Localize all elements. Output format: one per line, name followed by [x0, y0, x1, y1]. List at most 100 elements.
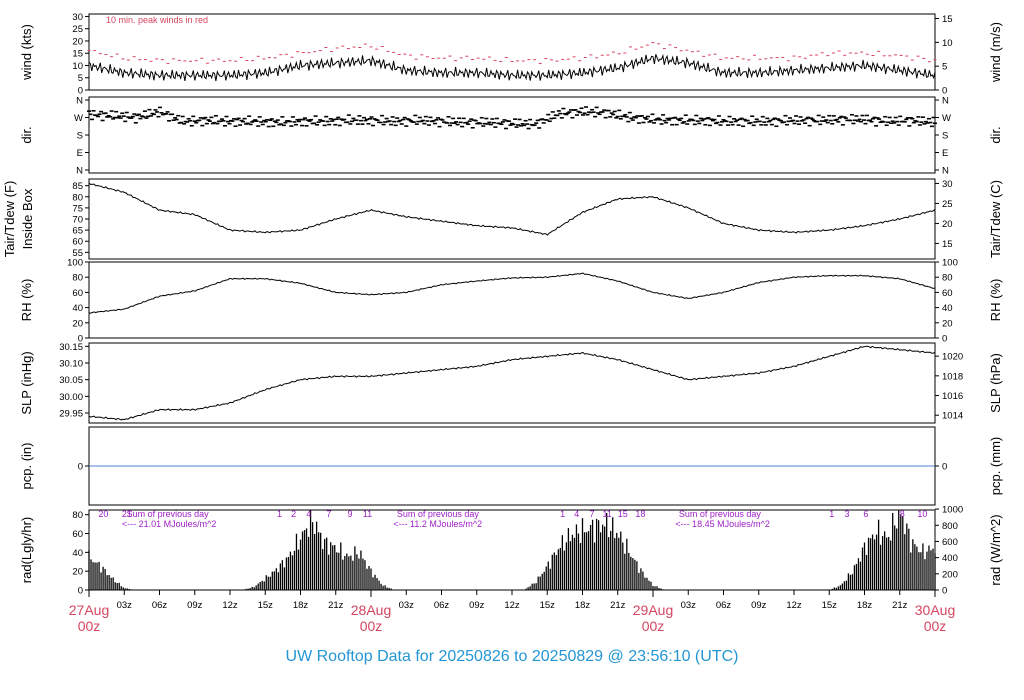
- right-tick-label: 15: [942, 239, 953, 250]
- panel-frame-pressure: [88, 342, 936, 424]
- day-label-hour: 00z: [78, 618, 101, 634]
- left-tick-label: 30.00: [59, 392, 83, 403]
- x-tick-label: 18z: [575, 600, 591, 611]
- x-tick-label: 03z: [117, 600, 133, 611]
- x-tick-label: 12z: [222, 600, 238, 611]
- left-tick-label: 60: [72, 237, 83, 248]
- radiation-note: 6: [863, 509, 868, 519]
- panel-frame-direction: [88, 96, 936, 174]
- y-axis-label-left: Tair/Tdew (F): [2, 181, 17, 258]
- temperature-series: [88, 182, 936, 236]
- x-tick-label: 03z: [681, 600, 697, 611]
- y-axis-label-left: pcp. (in): [19, 443, 34, 490]
- x-tick-label: 06z: [434, 600, 450, 611]
- peak-wind-annotation: 10 min. peak winds in red: [106, 15, 208, 25]
- left-tick-label: 29.95: [59, 409, 83, 420]
- left-tick-label: 0: [78, 334, 83, 345]
- x-tick-label: 21z: [892, 600, 908, 611]
- x-tick-label: 12z: [786, 600, 802, 611]
- panel-frame-rh: [88, 261, 936, 339]
- left-tick-label: 0: [78, 462, 83, 473]
- left-tick-label: 55: [72, 248, 83, 259]
- radiation-note: 11: [363, 509, 372, 519]
- right-tick-label: 0: [942, 462, 947, 473]
- radiation-note: 1: [829, 509, 834, 519]
- left-tick-label: 40: [72, 548, 83, 559]
- radiation-note: 8: [900, 509, 905, 519]
- day-label-date: 30Aug: [915, 602, 955, 618]
- x-tick-label: 21z: [328, 600, 344, 611]
- radiation-note: 3: [845, 509, 850, 519]
- x-tick-label: 09z: [187, 600, 203, 611]
- page-title: UW Rooftop Data for 20250826 to 20250829…: [285, 648, 739, 665]
- right-tick-label: 600: [942, 537, 958, 548]
- x-tick-label: 15z: [258, 600, 274, 611]
- left-tick-label: 15: [72, 49, 83, 60]
- right-tick-label: 80: [942, 273, 953, 284]
- day-label-hour: 00z: [642, 618, 665, 634]
- right-tick-label: 0: [942, 334, 947, 345]
- radiation-note: <--- 18.45 MJoules/m^2: [675, 519, 770, 529]
- day-label-date: 28Aug: [351, 602, 391, 618]
- right-tick-label: 30: [942, 179, 953, 190]
- left-tick-label: 80: [72, 510, 83, 521]
- y-axis-label-right: rad (W/m^2): [988, 514, 1003, 585]
- y-axis-label-left: dir.: [19, 126, 34, 143]
- radiation-note: <--- 21.01 MJoules/m^2: [122, 519, 217, 529]
- y-axis-label-right: wind (m/s): [988, 22, 1003, 83]
- right-tick-label: 200: [942, 569, 958, 580]
- x-tick-label: 09z: [751, 600, 767, 611]
- left-tick-label: E: [77, 148, 83, 159]
- left-tick-label: 30.15: [59, 342, 83, 353]
- radiation-note: Sum of previous day: [127, 509, 210, 519]
- y-axis-label-left: rad(Lgly/hr): [19, 517, 34, 583]
- radiation-note: 20: [98, 509, 108, 519]
- y-axis-label-left: RH (%): [19, 279, 34, 322]
- left-tick-label: 5: [78, 73, 83, 84]
- right-tick-label: N: [942, 166, 949, 177]
- right-tick-label: 60: [942, 288, 953, 299]
- x-tick-label: 21z: [610, 600, 626, 611]
- left-tick-label: 30.05: [59, 375, 83, 386]
- x-tick-label: 15z: [822, 600, 838, 611]
- day-label-hour: 00z: [360, 618, 383, 634]
- right-tick-label: 1014: [942, 411, 963, 422]
- y-axis-label-right: pcp. (mm): [988, 437, 1003, 496]
- right-tick-label: 0: [942, 86, 947, 97]
- x-tick-label: 06z: [152, 600, 168, 611]
- x-tick-label: 03z: [399, 600, 415, 611]
- right-tick-label: W: [942, 113, 951, 124]
- left-tick-label: 20: [72, 318, 83, 329]
- left-tick-label: 80: [72, 192, 83, 203]
- x-tick-label: 12z: [504, 600, 520, 611]
- right-tick-label: 800: [942, 521, 958, 532]
- y-axis-label-right: RH (%): [988, 279, 1003, 322]
- rh-series: [88, 272, 936, 314]
- left-tick-label: 25: [72, 24, 83, 35]
- radiation-note: 15: [618, 509, 628, 519]
- radiation-note: 18: [635, 509, 645, 519]
- radiation-note: 2: [291, 509, 296, 519]
- left-tick-label: 80: [72, 273, 83, 284]
- radiation-note: Sum of previous day: [397, 509, 480, 519]
- x-tick-label: 18z: [857, 600, 873, 611]
- y-axis-label-left: SLP (inHg): [19, 351, 34, 414]
- day-label-date: 29Aug: [633, 602, 673, 618]
- left-tick-label: 20: [72, 36, 83, 47]
- right-tick-label: 15: [942, 14, 953, 25]
- left-tick-label: 85: [72, 181, 83, 192]
- left-tick-label: 75: [72, 203, 83, 214]
- left-tick-label: 30.10: [59, 359, 83, 370]
- left-tick-label: 10: [72, 61, 83, 72]
- left-tick-label: 70: [72, 215, 83, 226]
- right-tick-label: 20: [942, 318, 953, 329]
- left-tick-label: 100: [67, 258, 83, 269]
- y-axis-label-right: dir.: [988, 126, 1003, 143]
- x-tick-label: 18z: [293, 600, 309, 611]
- radiation-note: 21: [122, 509, 132, 519]
- left-tick-label: 20: [72, 567, 83, 578]
- right-tick-label: E: [942, 148, 948, 159]
- right-tick-label: 400: [942, 553, 958, 564]
- radiation-note: 4: [574, 509, 579, 519]
